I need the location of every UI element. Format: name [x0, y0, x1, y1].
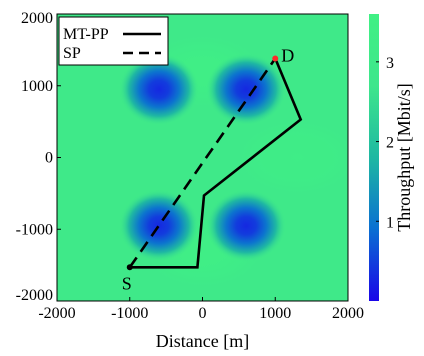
y-tick-label: -1000 [16, 221, 53, 238]
high-throughput-region [235, 119, 348, 196]
heatmap-field [57, 14, 348, 301]
endpoint-label-s: S [122, 273, 132, 293]
x-axis-label: Distance [m] [156, 331, 249, 351]
path-sp [128, 57, 277, 269]
legend: MT-PP SP [58, 16, 169, 66]
y-tick-label: -2000 [16, 287, 53, 304]
colorbar-scale [369, 14, 379, 301]
low-throughput-region [206, 189, 287, 262]
colorbar-tick-label: 3 [386, 55, 394, 72]
colorbar-tick-label: 2 [386, 135, 394, 152]
y-tick-label: 0 [45, 150, 53, 167]
x-tick-label: -2000 [38, 305, 75, 322]
x-tick-label: -1000 [111, 305, 148, 322]
endpoint-marker-s [126, 264, 133, 271]
x-axis-ticks: -2000 -1000 0 1000 2000 [38, 297, 364, 322]
legend-label-0: MT-PP [63, 26, 109, 43]
colorbar-tick-label: 1 [386, 214, 394, 231]
legend-box [58, 16, 169, 66]
endpoint-marker-d [272, 55, 279, 62]
y-tick-label: 2000 [21, 10, 53, 27]
colorbar-label: Throughput [Mbit/s] [394, 83, 414, 232]
x-tick-label: 2000 [332, 305, 364, 322]
legend-label-1: SP [63, 45, 81, 62]
y-tick-label: 1000 [21, 78, 53, 95]
low-throughput-region [118, 53, 199, 126]
path-mt-pp [129, 58, 303, 269]
low-throughput-region [118, 189, 199, 262]
endpoint-layer: SD [122, 45, 295, 293]
colorbar: 1 2 3 [369, 14, 394, 301]
path-layer [128, 57, 303, 269]
x-tick-label: 0 [199, 305, 207, 322]
endpoint-label-d: D [281, 45, 294, 65]
x-tick-label: 1000 [259, 305, 291, 322]
y-axis-ticks: -2000 -1000 0 1000 2000 [16, 10, 61, 304]
low-throughput-region [206, 53, 287, 126]
